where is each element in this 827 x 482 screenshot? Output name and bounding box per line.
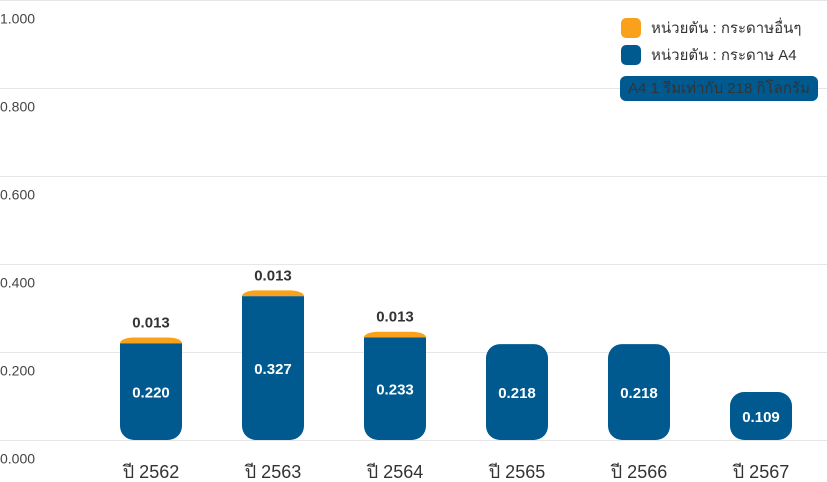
value-label: 0.109 [742,409,780,426]
y-tick-label: 0.800 [0,99,35,115]
y-tick-label: 0.400 [0,275,35,291]
bar-segment [364,331,426,338]
x-tick-label: ปี 2563 [244,462,301,482]
x-tick-label: ปี 2566 [610,462,667,482]
bar-segment [364,337,426,440]
annotation: A4 1 รีมเท่ากับ 218 กิโลกรัม [628,79,810,97]
y-tick-label: 1.000 [0,11,35,27]
x-tick-label: ปี 2562 [122,462,179,482]
legend-label: หน่วยตัน : กระดาษอื่นๆ [651,17,801,37]
bar-segment [730,392,792,440]
bar-segment [242,296,304,440]
value-label: 0.218 [498,385,536,402]
legend-swatch [621,45,641,65]
y-tick-label: 0.600 [0,187,35,203]
x-tick-label: ปี 2565 [488,462,545,482]
value-label: 0.013 [376,309,414,326]
value-label: 0.218 [620,385,658,402]
bar-segment [120,343,182,440]
bar-segment [608,344,670,440]
y-tick-label: 0.200 [0,363,35,379]
value-label: 0.220 [132,385,170,402]
x-tick-label: ปี 2567 [732,462,789,482]
x-tick-label: ปี 2564 [366,462,423,482]
value-label: 0.233 [376,382,414,399]
value-label: 0.327 [254,361,292,378]
annotation-box [620,76,818,101]
bar-segment [242,290,304,297]
bar-segment [120,337,183,344]
value-label: 0.013 [254,267,292,284]
legend-swatch [621,18,641,38]
value-label: 0.013 [132,314,170,331]
legend-label: หน่วยตัน : กระดาษ A4 [651,47,797,64]
bar-segment [486,344,548,440]
y-tick-label: 0.000 [0,451,35,467]
